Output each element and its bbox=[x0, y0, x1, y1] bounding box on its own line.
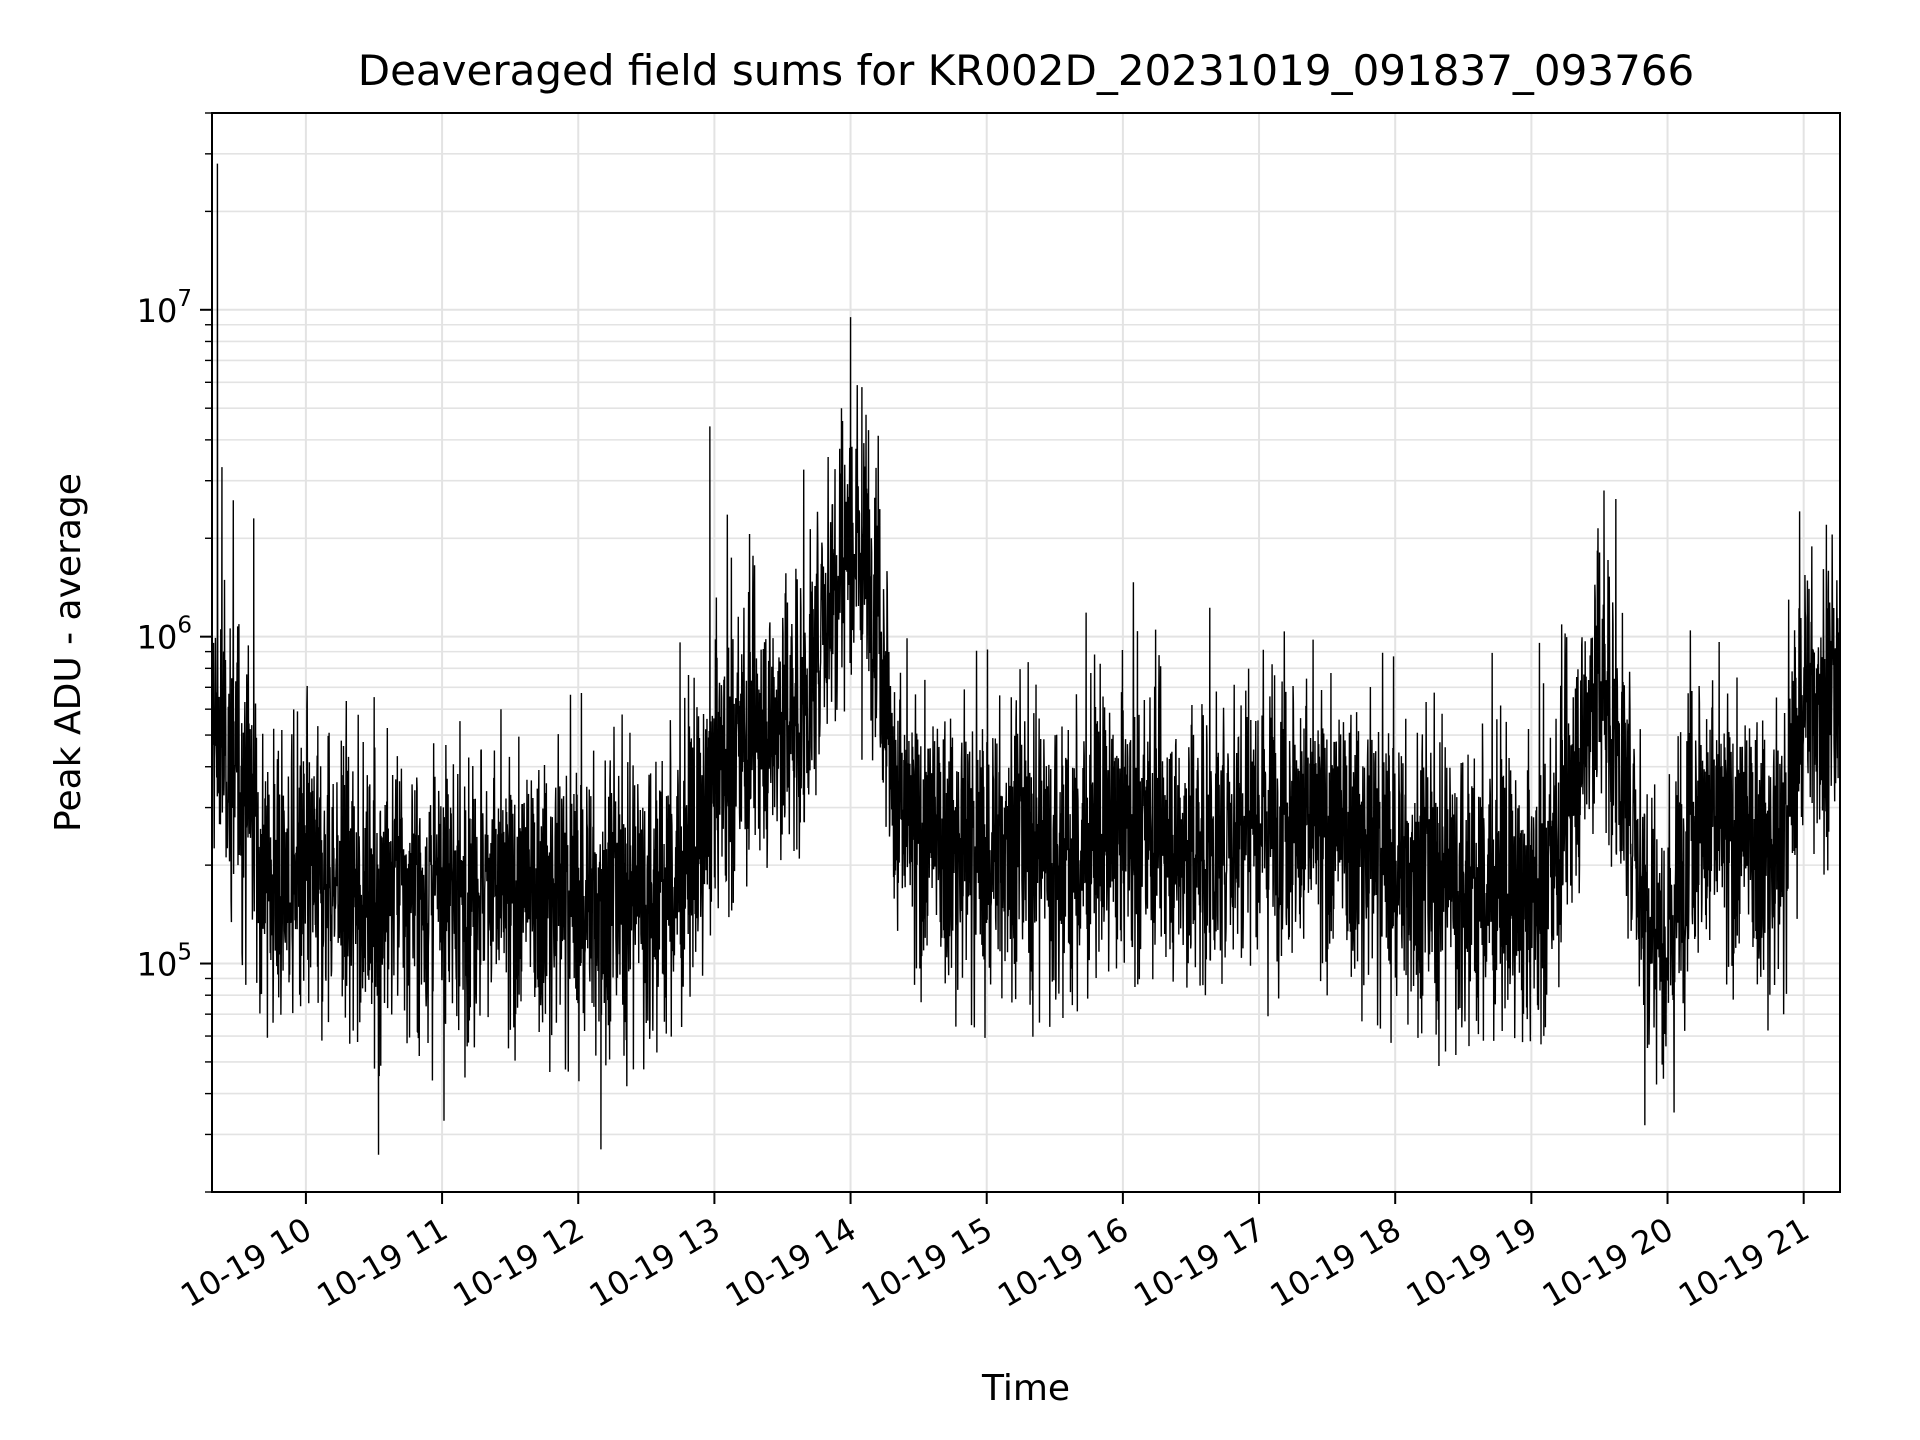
chart-title: Deaveraged field sums for KR002D_2023101… bbox=[358, 46, 1695, 95]
y-tick-base: 10 bbox=[137, 292, 178, 330]
y-tick-label: 107 bbox=[137, 286, 192, 330]
plot-frame bbox=[211, 112, 1841, 1193]
y-tick-base: 10 bbox=[137, 946, 178, 984]
y-tick-exponent: 6 bbox=[177, 613, 192, 639]
y-tick-label: 106 bbox=[137, 613, 192, 657]
y-tick-label: 105 bbox=[137, 940, 192, 984]
y-tick-base: 10 bbox=[137, 619, 178, 657]
y-tick-exponent: 5 bbox=[177, 940, 192, 966]
y-axis-label: Peak ADU - average bbox=[48, 473, 89, 832]
series-line-layer bbox=[211, 163, 1841, 1155]
series-line bbox=[211, 163, 1841, 1155]
y-tick-exponent: 7 bbox=[177, 286, 192, 312]
x-axis-label: Time bbox=[981, 1368, 1070, 1409]
